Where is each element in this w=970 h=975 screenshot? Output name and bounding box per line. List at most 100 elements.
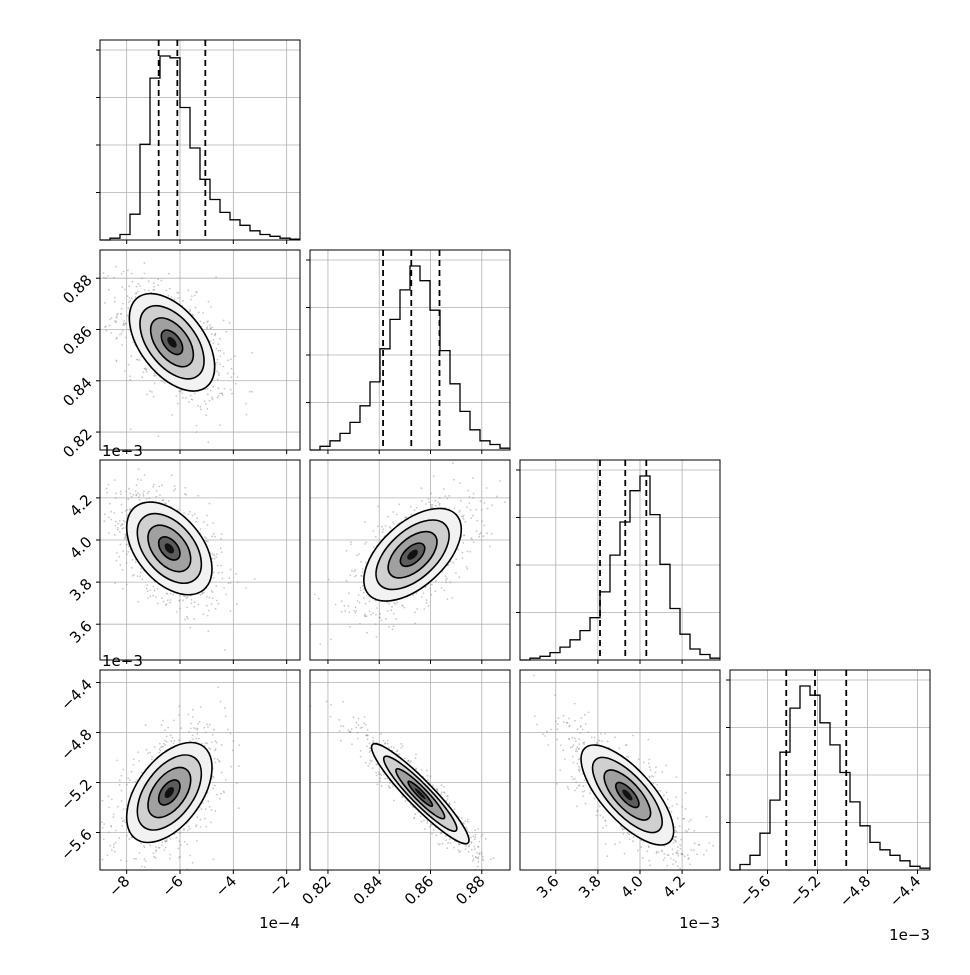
scatter-sample — [364, 561, 367, 564]
scatter-sample — [477, 845, 480, 848]
contour-line — [614, 781, 640, 809]
scatter-sample — [675, 851, 678, 854]
scatter-sample — [438, 843, 441, 846]
scatter-sample — [474, 856, 477, 858]
scatter-sample — [124, 537, 126, 540]
scatter-sample — [137, 282, 140, 285]
scatter-sample — [562, 749, 565, 752]
scatter-sample — [110, 510, 112, 513]
scatter-sample — [120, 774, 123, 777]
scatter-sample — [576, 746, 578, 748]
scatter-sample — [665, 791, 668, 794]
scatter-sample — [358, 553, 361, 555]
scatter-sample — [482, 859, 485, 862]
scatter-sample — [186, 617, 189, 620]
scatter-sample — [214, 761, 217, 764]
scatter-sample — [429, 587, 432, 590]
scatter-sample — [574, 737, 576, 740]
scatter-sample — [582, 795, 585, 797]
scatter-sample — [211, 398, 214, 401]
scatter-sample — [458, 511, 461, 513]
scatter-sample — [698, 843, 701, 846]
scatter-sample — [589, 792, 591, 795]
scatter-sample — [595, 814, 598, 817]
scatter-sample — [673, 836, 676, 838]
scatter-sample — [452, 561, 455, 564]
scatter-sample — [445, 579, 447, 581]
scatter-sample — [210, 306, 212, 308]
scatter-sample — [170, 296, 173, 298]
scatter-sample — [351, 743, 353, 746]
scatter-sample — [146, 584, 149, 586]
scatter-sample — [114, 829, 117, 832]
scatter-sample — [462, 542, 465, 544]
scatter-sample — [216, 553, 218, 556]
scatter-sample — [442, 488, 445, 490]
scatter-sample — [101, 821, 103, 823]
contour-line — [139, 304, 205, 380]
scatter-sample — [675, 860, 677, 863]
scatter-sample — [161, 597, 163, 599]
scatter-sample — [666, 798, 669, 801]
scatter-sample — [156, 602, 159, 605]
scatter-sample — [154, 856, 157, 859]
contour-line — [395, 767, 446, 820]
scatter-sample — [481, 833, 484, 836]
scatter-sample — [471, 514, 474, 517]
scatter-sample — [470, 841, 473, 843]
scatter-sample — [420, 487, 423, 490]
scatter-sample — [179, 855, 181, 858]
scatter-sample — [461, 551, 464, 554]
scatter-sample — [598, 805, 601, 808]
scatter-sample — [682, 817, 685, 820]
scatter-sample — [147, 280, 150, 283]
scatter-sample — [578, 784, 581, 787]
scatter-sample — [120, 313, 123, 315]
scatter-sample — [220, 792, 223, 795]
scatter-sample — [120, 524, 122, 527]
scatter-sample — [557, 723, 559, 726]
scatter-sample — [200, 808, 203, 810]
scatter-sample — [163, 849, 166, 851]
contour-line — [603, 769, 652, 821]
scatter-sample — [158, 846, 161, 849]
scatter-sample — [219, 424, 222, 427]
scatter-sample — [380, 619, 383, 622]
scatter-sample — [234, 382, 237, 385]
scatter-sample — [352, 716, 355, 719]
scatter-sample — [116, 528, 119, 531]
scatter-sample — [210, 809, 213, 811]
scatter-sample — [212, 571, 215, 574]
scatter-sample — [198, 720, 201, 723]
scatter-sample — [677, 854, 679, 857]
scatter-sample — [483, 502, 486, 504]
scatter-sample — [79, 869, 81, 871]
scatter-sample — [121, 286, 124, 288]
scatter-sample — [138, 359, 141, 361]
scatter-sample — [445, 839, 447, 842]
scatter-sample — [112, 816, 115, 818]
scatter-sample — [149, 595, 152, 598]
scatter-sample — [659, 789, 662, 792]
scatter-sample — [110, 798, 113, 801]
scatter-sample — [475, 508, 478, 511]
scatter-sample — [430, 823, 433, 826]
scatter-sample — [642, 761, 645, 764]
scatter-sample — [217, 602, 220, 605]
scatter-sample — [128, 297, 131, 299]
scatter-sample — [427, 779, 429, 781]
scatter-sample — [405, 516, 408, 518]
scatter-sample — [581, 790, 584, 793]
scatter-sample — [115, 316, 118, 319]
scatter-sample — [444, 495, 447, 497]
panel-frame — [309, 669, 511, 871]
scatter-sample — [133, 857, 136, 860]
scatter-sample — [108, 516, 110, 519]
scatter-sample — [198, 311, 201, 314]
scatter-sample — [218, 760, 220, 762]
scatter-sample — [676, 850, 679, 852]
scatter-sample — [129, 492, 132, 495]
scatter-sample — [114, 582, 116, 585]
scatter-sample — [344, 610, 347, 612]
scatter-sample — [230, 376, 233, 379]
